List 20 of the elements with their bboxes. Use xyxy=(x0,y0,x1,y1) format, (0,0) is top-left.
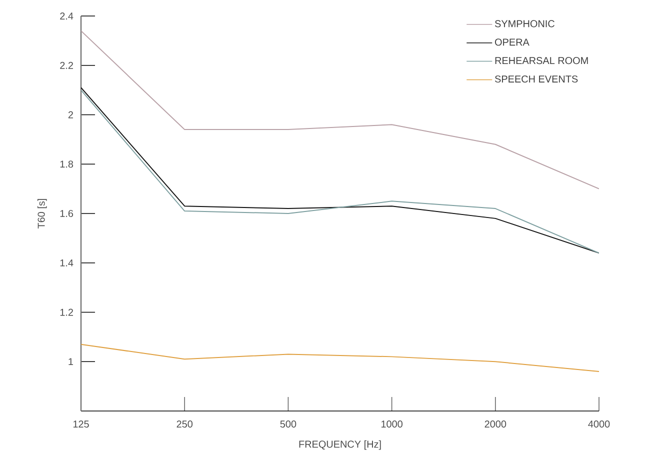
x-axis-title: FREQUENCY [Hz] xyxy=(299,440,381,450)
legend-label: OPERA xyxy=(495,38,530,46)
y-tick-label: 2 xyxy=(68,111,73,118)
y-tick-label: 1.2 xyxy=(60,308,73,316)
legend-label: SPEECH EVENTS xyxy=(494,75,578,83)
x-tick-label: 4000 xyxy=(588,420,610,428)
x-tick-label: 2000 xyxy=(484,420,506,428)
legend-label: REHEARSAL ROOM xyxy=(495,57,588,64)
y-tick-label: 2.4 xyxy=(60,12,74,20)
y-tick-label: 2.2 xyxy=(60,62,73,69)
x-tick-label: 1000 xyxy=(381,420,402,428)
legend-label: SYMPHONIC xyxy=(494,20,554,28)
y-axis-title: T60 [s] xyxy=(38,198,47,229)
x-tick-label: 250 xyxy=(176,420,193,428)
y-tick-label: 1.4 xyxy=(60,259,74,266)
y-tick-label: 1.6 xyxy=(60,210,74,218)
x-tick-label: 500 xyxy=(280,420,296,428)
y-tick-label: 1.8 xyxy=(60,160,74,168)
y-tick-label: 1 xyxy=(68,358,73,366)
x-tick-label: 125 xyxy=(73,420,89,428)
